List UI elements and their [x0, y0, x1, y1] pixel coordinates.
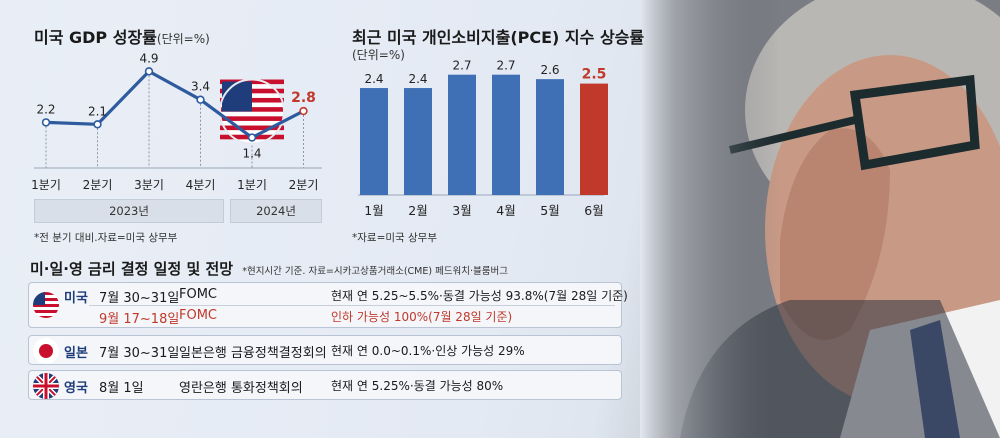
country-uk: 영국 — [64, 381, 88, 396]
person-photo — [640, 0, 1000, 438]
pce-bar-0 — [360, 88, 388, 195]
pce-chart-title: 최근 미국 개인소비지출(PCE) 지수 상승률 — [352, 28, 645, 47]
us-event-2: FOMC — [179, 308, 218, 323]
pce-value-label-0: 2.4 — [364, 72, 383, 86]
pce-bar-4 — [536, 79, 564, 195]
gdp-unit: (단위=%) — [156, 32, 210, 46]
gdp-category-label-0: 1분기 — [31, 178, 61, 192]
pce-category-label-5: 6월 — [584, 203, 603, 218]
gdp-source-note: *전 분기 대비.자료=미국 상무부 — [34, 232, 178, 244]
gdp-point-3 — [196, 95, 205, 104]
pce-bar-2 — [448, 74, 476, 195]
us-outlook-1: 현재 연 5.25~5.5%·동결 가능성 93.8%(7월 28일 기준) — [331, 289, 628, 303]
pce-value-label-1: 2.4 — [408, 72, 427, 86]
uk-event: 영란은행 통화정책회의 — [179, 381, 303, 396]
us-flag-icon — [33, 292, 59, 318]
gdp-value-label-5: 2.8 — [291, 90, 316, 106]
schedule-heading: 미·일·영 금리 결정 일정 및 전망 *현지시간 기준. 자료=시카고상품거래… — [30, 258, 508, 279]
gdp-point-0 — [41, 118, 51, 127]
pce-source-note: *자료=미국 상무부 — [352, 232, 438, 244]
country-us: 미국 — [64, 291, 88, 306]
pce-category-label-2: 3월 — [452, 203, 471, 218]
schedule-title: 미·일·영 금리 결정 일정 및 전망 — [30, 260, 234, 278]
gdp-point-5 — [299, 106, 308, 116]
gdp-value-label-4: 1.4 — [242, 147, 261, 161]
pce-value-label-2: 2.7 — [452, 59, 471, 73]
japan-flag-icon — [33, 338, 59, 364]
japan-event: 일본은행 금융정책결정회의 — [179, 346, 327, 361]
gdp-point-4 — [247, 133, 257, 142]
gdp-category-label-5: 2분기 — [289, 178, 319, 192]
pce-unit: (단위=%) — [352, 48, 405, 62]
gdp-chart-title: 미국 GDP 성장률(단위=%) — [34, 24, 210, 48]
gdp-category-label-4: 1분기 — [237, 178, 267, 192]
schedule-row-uk: 영국 8월 1일 영란은행 통화정책회의 현재 연 5.25%·동결 가능성 8… — [28, 370, 622, 400]
uk-flag-icon — [33, 373, 59, 399]
pce-value-label-3: 2.7 — [496, 59, 515, 73]
gdp-value-label-2: 4.9 — [139, 51, 158, 65]
gdp-line-chart: 2.2 1분기 2.1 2분기 4.9 3분기 3.4 4분기 1.4 1분기 2.8 2분기 — [31, 51, 322, 192]
gdp-category-label-3: 4분기 — [186, 178, 216, 192]
pce-bar-1 — [404, 88, 432, 195]
pce-value-label-5: 2.5 — [582, 67, 607, 83]
us-date-1: 7월 30~31일 — [99, 291, 180, 306]
pce-category-label-4: 5월 — [540, 203, 559, 218]
gdp-category-label-1: 2분기 — [83, 178, 113, 192]
pce-category-label-1: 2월 — [408, 203, 427, 218]
pce-category-label-3: 4월 — [496, 203, 515, 218]
country-japan: 일본 — [64, 346, 88, 361]
japan-outlook: 현재 연 0.0~0.1%·인상 가능성 29% — [331, 344, 525, 358]
us-outlook-2: 인하 가능성 100%(7월 28일 기준) — [331, 310, 513, 324]
gdp-title-text: 미국 GDP 성장률 — [34, 28, 157, 47]
gdp-value-label-0: 2.2 — [36, 102, 55, 116]
schedule-note: *현지시간 기준. 자료=시카고상품거래소(CME) 페드워치·블룸버그 — [242, 266, 509, 277]
pce-value-label-4: 2.6 — [540, 63, 559, 77]
gdp-point-2 — [144, 67, 154, 76]
gdp-point-1 — [93, 120, 102, 129]
gdp-category-label-2: 3분기 — [134, 178, 164, 192]
schedule-row-us: 미국 7월 30~31일 FOMC 현재 연 5.25~5.5%·동결 가능성 … — [28, 282, 628, 328]
schedule-row-japan: 일본 7월 30~31일 일본은행 금융정책결정회의 현재 연 0.0~0.1%… — [28, 335, 622, 365]
uk-outlook: 현재 연 5.25%·동결 가능성 80% — [331, 379, 504, 393]
pce-bar-chart: 2.4 1월 2.4 2월 2.7 3월 2.7 4월 2.6 5월 2.5 6월 — [358, 59, 608, 218]
gdp-value-label-3: 3.4 — [191, 80, 210, 94]
gdp-series-line — [45, 69, 305, 140]
us-event-1: FOMC — [179, 287, 218, 302]
us-date-2: 9월 17~18일 — [99, 312, 180, 327]
gdp-year-2024: 2024년 — [230, 199, 322, 223]
us-row-divider — [89, 305, 615, 306]
gdp-year-2023: 2023년 — [34, 199, 224, 223]
pce-bar-3 — [492, 74, 520, 195]
pce-category-label-0: 1월 — [364, 203, 383, 218]
pce-bar-5 — [580, 83, 608, 195]
uk-date: 8월 1일 — [99, 381, 144, 396]
japan-date: 7월 30~31일 — [99, 346, 180, 361]
gdp-value-label-1: 2.1 — [88, 104, 107, 118]
